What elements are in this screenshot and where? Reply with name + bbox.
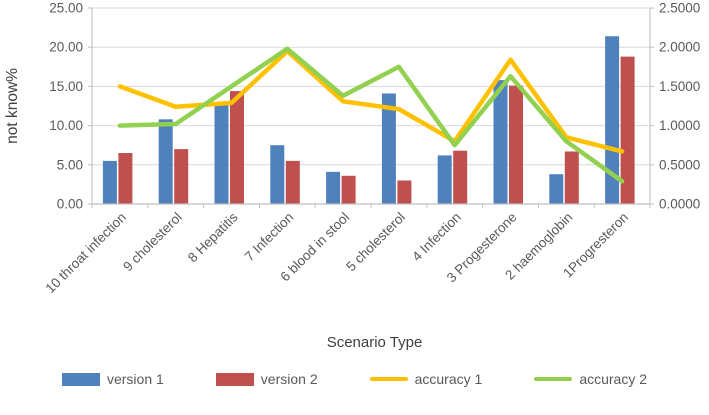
legend-swatch-icon — [534, 377, 573, 381]
y-axis-title: not know% — [4, 68, 21, 144]
x-axis-title: Scenario Type — [326, 334, 423, 351]
bar-version-1-8 — [493, 80, 508, 204]
left-axis-tick-label: 10.00 — [49, 118, 83, 133]
bar-version-2-8 — [509, 85, 523, 204]
legend-item-version-1: version 1 — [61, 371, 164, 387]
bar-version-1-10 — [605, 36, 620, 204]
right-axis-tick-label: 1.0000 — [659, 118, 700, 133]
legend-item-accuracy-2: accuracy 2 — [534, 371, 647, 387]
legend-swatch-icon — [369, 377, 408, 381]
bar-version-1-3 — [214, 102, 229, 204]
legend-label: accuracy 2 — [579, 371, 648, 387]
bar-version-2-5 — [341, 175, 356, 204]
left-axis-tick-label: 20.00 — [49, 40, 83, 55]
line-accuracy-2 — [117, 46, 625, 184]
bar-version-2-7 — [453, 150, 468, 204]
line-accuracy-1 — [117, 48, 625, 154]
right-axis-tick-label: 1.5000 — [659, 79, 700, 94]
left-axis-tick-label: 5.00 — [57, 157, 83, 172]
left-axis-tick-label: 25.00 — [49, 1, 83, 16]
bar-version-2-3 — [230, 91, 244, 204]
left-axis-tick-label: 15.00 — [49, 79, 83, 94]
right-axis-tick-label: 0.0000 — [659, 197, 700, 212]
bar-version-1-7 — [437, 155, 452, 204]
bar-version-1-4 — [270, 145, 285, 204]
bar-version-2-10 — [620, 56, 635, 204]
legend-swatch-icon — [61, 372, 100, 386]
legend-label: version 2 — [260, 371, 318, 387]
bar-version-2-4 — [285, 160, 300, 204]
legend-swatch-icon — [215, 372, 254, 386]
category-label: 5 cholesterol — [343, 210, 408, 275]
category-label: 4 Infection — [409, 210, 464, 265]
bars-version-2 — [118, 56, 635, 204]
bar-version-2-2 — [174, 149, 189, 204]
legend-label: accuracy 1 — [414, 371, 483, 387]
bar-version-2-1 — [118, 153, 133, 204]
chart-svg: 0.00 0.0000 5.00 0.5000 10.00 1.0000 15.00 1.50… — [4, 1, 700, 297]
right-axis-tick-label: 0.5000 — [659, 157, 700, 172]
right-axis-tick-label: 2.0000 — [659, 40, 700, 55]
bar-version-2-9 — [564, 151, 579, 204]
legend-item-version-2: version 2 — [215, 371, 318, 387]
bar-version-1-2 — [158, 119, 173, 204]
legend-item-accuracy-1: accuracy 1 — [369, 371, 483, 387]
left-axis-tick-label: 0.00 — [57, 197, 83, 212]
bar-version-2-6 — [397, 180, 412, 204]
bar-version-1-5 — [326, 171, 341, 204]
chart-legend: version 1 version 2 accuracy 1 accuracy 2 — [0, 371, 709, 387]
category-label: 10 throat infection — [43, 210, 129, 296]
right-axis-tick-label: 2.5000 — [659, 1, 700, 16]
bars-version-1 — [102, 36, 620, 204]
legend-label: version 1 — [106, 371, 164, 387]
bar-version-1-1 — [102, 160, 117, 204]
category-label: 9 cholesterol — [120, 210, 185, 275]
category-label: 7 Infection — [242, 210, 297, 265]
category-label: 8 Hepatitis — [185, 209, 241, 265]
bar-version-1-9 — [549, 174, 564, 204]
bar-version-1-6 — [381, 93, 396, 204]
